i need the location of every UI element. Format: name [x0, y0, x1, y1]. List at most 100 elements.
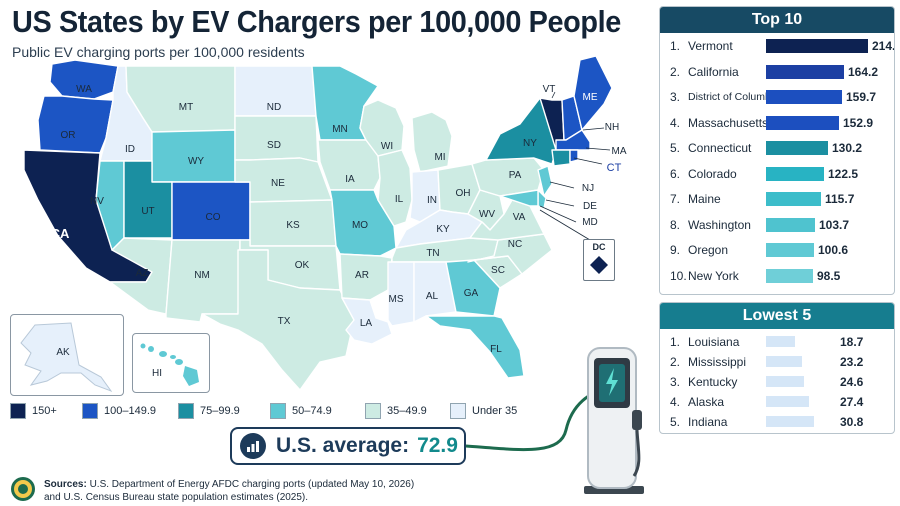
hawaii-shape: HI — [140, 343, 199, 386]
average-label: U.S. average: — [276, 434, 410, 457]
label-NM: NM — [194, 270, 210, 281]
rank-bar — [766, 268, 813, 283]
legend-item: 35–49.9 — [365, 403, 427, 419]
top10-row: 6. Colorado 122.5 — [660, 163, 894, 185]
dc-callout: DC — [583, 239, 615, 281]
label-SC: SC — [491, 265, 505, 276]
sources-label: Sources: — [44, 479, 87, 490]
rank-bar — [766, 376, 804, 387]
rank-value: 214.5 — [872, 39, 894, 53]
rank-bar — [766, 396, 809, 407]
legend-item: 50–74.9 — [270, 403, 332, 419]
state-MI — [411, 111, 453, 173]
doe-seal-icon — [11, 477, 35, 501]
rank-bar — [766, 166, 824, 181]
legend-item: 75–99.9 — [178, 403, 240, 419]
label-NC: NC — [508, 239, 522, 250]
label-MD: MD — [582, 217, 598, 228]
label-IA: IA — [345, 174, 355, 185]
state-IL — [377, 149, 413, 227]
state-NJ — [537, 165, 553, 197]
rank-bar — [766, 192, 821, 206]
rank-bar — [766, 416, 814, 427]
label-LA: LA — [360, 318, 373, 329]
label-SD: SD — [267, 140, 281, 151]
label-MO: MO — [352, 220, 368, 231]
label-DC: DC — [592, 242, 606, 252]
rank-state: Alaska — [688, 395, 725, 409]
label-VT: VT — [543, 84, 556, 95]
rank-number: 2. — [670, 64, 681, 79]
rank-bar — [766, 39, 868, 53]
label-KS: KS — [286, 220, 300, 231]
rank-state: California — [688, 64, 739, 79]
label-DE: DE — [583, 201, 597, 212]
legend-swatch — [365, 403, 381, 419]
label-MT: MT — [179, 102, 193, 113]
rank-bar — [766, 115, 839, 130]
label-WA: WA — [76, 84, 92, 95]
top10-row: 7. Maine 115.7 — [660, 188, 894, 210]
label-WI: WI — [381, 141, 393, 152]
label-AK: AK — [56, 347, 70, 358]
lowest5-row: 3. Kentucky 24.6 — [660, 371, 894, 393]
lowest5-panel: Lowest 5 1. Louisiana 18.7 2. Mississippi 23.… — [659, 302, 895, 434]
rank-state: Maine — [688, 192, 721, 206]
rank-value: 98.5 — [817, 268, 841, 283]
legend-swatch — [450, 403, 466, 419]
rank-value: 100.6 — [818, 243, 849, 257]
label-NE: NE — [271, 178, 285, 189]
label-KY: KY — [436, 224, 450, 235]
legend-swatch — [10, 403, 26, 419]
rank-state: Indiana — [688, 415, 728, 429]
rank-value: 24.6 — [840, 375, 864, 389]
label-ID: ID — [125, 144, 135, 155]
label-MA: MA — [612, 146, 627, 157]
rank-number: 2. — [670, 355, 681, 369]
top10-row: 9. Oregon 100.6 — [660, 239, 894, 261]
label-IL: IL — [395, 194, 404, 205]
legend-label: 100–149.9 — [104, 405, 156, 417]
legend-item: 150+ — [10, 403, 57, 419]
top10-row: 10. New York 98.5 — [660, 265, 894, 287]
rank-bar — [766, 356, 802, 367]
rank-bar — [766, 243, 814, 257]
state-WA — [49, 59, 119, 100]
rank-state: Mississippi — [688, 355, 747, 369]
rank-value: 164.2 — [848, 64, 879, 79]
alaska-shape: AK — [20, 322, 113, 393]
rank-number: 8. — [670, 217, 681, 232]
label-ND: ND — [267, 102, 281, 113]
rank-number: 5. — [670, 415, 681, 429]
rank-number: 1. — [670, 39, 681, 53]
label-GA: GA — [464, 288, 479, 299]
rank-value: 152.9 — [843, 115, 874, 130]
lowest5-heading: Lowest 5 — [660, 303, 894, 329]
state-MO — [329, 189, 397, 257]
label-NV: NV — [90, 196, 104, 207]
label-PA: PA — [509, 170, 522, 181]
label-ME: ME — [583, 92, 598, 103]
label-VA: VA — [513, 212, 526, 223]
hawaii-inset: HI — [132, 333, 210, 393]
label-CO: CO — [206, 212, 221, 223]
label-FL: FL — [490, 344, 502, 355]
us-average-callout: U.S. average: 72.9 — [230, 427, 466, 465]
rank-bar — [766, 64, 844, 79]
label-OH: OH — [456, 188, 471, 199]
state-NC — [467, 233, 553, 275]
rank-value: 130.2 — [832, 141, 863, 155]
label-AL: AL — [426, 291, 439, 302]
rank-number: 9. — [670, 243, 681, 257]
label-WY: WY — [188, 156, 204, 167]
label-UT: UT — [141, 206, 154, 217]
rank-number: 4. — [670, 115, 681, 130]
state-AZ — [109, 237, 173, 315]
rank-value: 18.7 — [840, 335, 864, 349]
label-TX: TX — [278, 316, 291, 327]
rank-value: 23.2 — [840, 355, 864, 369]
rank-number: 6. — [670, 166, 681, 181]
label-OR: OR — [61, 130, 76, 141]
rank-state: District of Columbia — [688, 91, 780, 103]
label-IN: IN — [427, 195, 437, 206]
